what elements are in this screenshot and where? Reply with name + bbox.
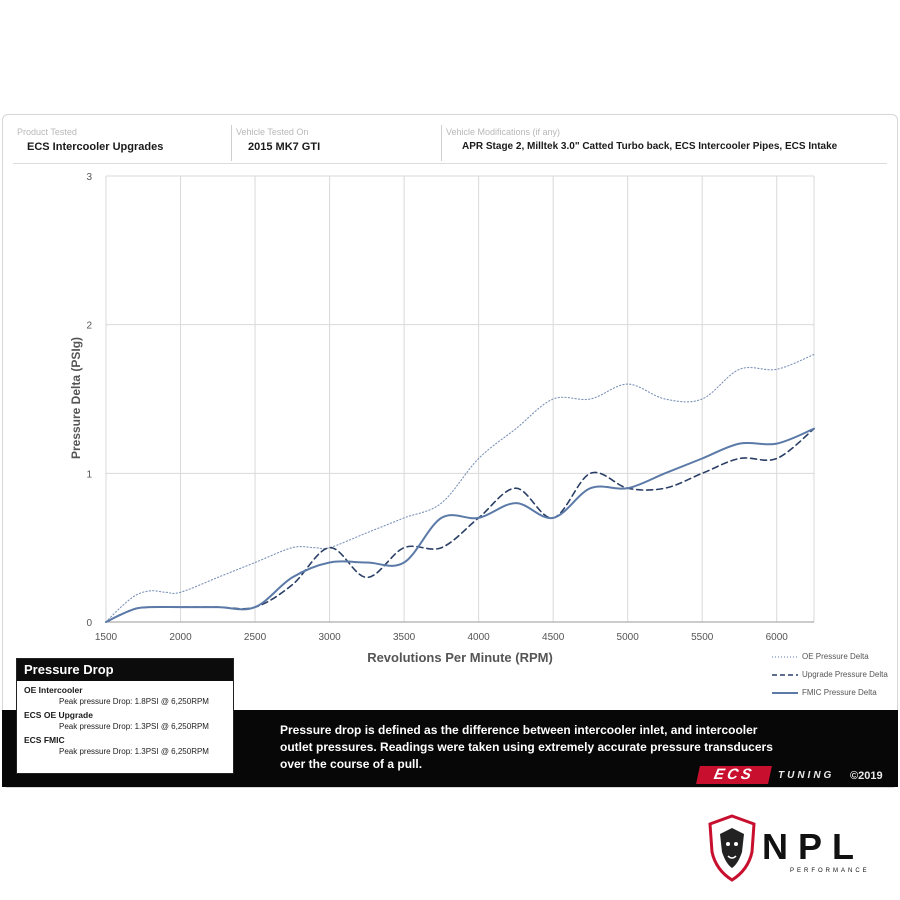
y-axis-label: Pressure Delta (PSIg) (69, 337, 83, 459)
product-caption: Product Tested (17, 127, 77, 137)
modifications-caption: Vehicle Modifications (if any) (446, 127, 561, 137)
summary-upgrade-detail: Peak pressure Drop: 1.3PSI @ 6,250RPM (59, 722, 209, 731)
modifications-value: APR Stage 2, Milltek 3.0" Catted Turbo b… (462, 141, 838, 152)
legend-swatch-fmic (772, 692, 798, 694)
legend-item-fmic: FMIC Pressure Delta (772, 686, 892, 702)
summary-oe-name: OE Intercooler (24, 685, 83, 695)
legend-swatch-upgrade (772, 674, 798, 676)
y-tick-label: 2 (86, 321, 92, 332)
ecs-tuning-brand: ECS TUNING ©2019 (696, 764, 898, 786)
legend-item-oe: OE Pressure Delta (772, 650, 892, 666)
npl-performance-logo: NPL PERFORMANCE (704, 812, 884, 888)
summary-upgrade-name: ECS OE Upgrade (24, 710, 93, 720)
x-tick-label: 1500 (95, 632, 118, 643)
summary-fmic-name: ECS FMIC (24, 735, 65, 745)
legend-swatch-oe (772, 656, 798, 658)
npl-wordmark: NPL (762, 826, 864, 867)
copyright: ©2019 (850, 770, 883, 782)
vehicle-cell: Vehicle Tested On 2015 MK7 GTI (231, 125, 442, 161)
series-oe-pressure-delta (105, 353, 815, 623)
chart-legend: OE Pressure Delta Upgrade Pressure Delta… (772, 650, 892, 704)
x-axis-label: Revolutions Per Minute (RPM) (367, 650, 553, 665)
x-tick-label: 2000 (169, 632, 192, 643)
series-fmic-pressure-delta (105, 427, 815, 623)
x-tick-label: 5000 (617, 632, 640, 643)
summary-fmic-detail: Peak pressure Drop: 1.3PSI @ 6,250RPM (59, 747, 209, 756)
pressure-drop-title: Pressure Drop (17, 659, 233, 681)
legend-label-oe: OE Pressure Delta (802, 652, 869, 661)
legend-label-fmic: FMIC Pressure Delta (802, 688, 877, 697)
x-tick-label: 5500 (691, 632, 714, 643)
product-value: ECS Intercooler Upgrades (27, 141, 164, 153)
npl-subtitle: PERFORMANCE (790, 868, 870, 874)
y-tick-label: 0 (86, 618, 92, 629)
chart-series (105, 353, 815, 623)
chart-grid (105, 175, 815, 623)
x-tick-label: 2500 (244, 632, 267, 643)
x-tick-label: 3500 (393, 632, 416, 643)
x-tick-label: 3000 (318, 632, 341, 643)
vehicle-caption: Vehicle Tested On (236, 127, 309, 137)
modifications-cell: Vehicle Modifications (if any) APR Stage… (441, 125, 888, 161)
series-upgrade-pressure-delta (105, 427, 815, 623)
tuning-wordmark: TUNING (778, 770, 835, 781)
pressure-drop-summary: Pressure Drop OE Intercooler Peak pressu… (16, 658, 234, 774)
product-cell: Product Tested ECS Intercooler Upgrades (13, 125, 231, 161)
legend-label-upgrade: Upgrade Pressure Delta (802, 670, 888, 679)
x-tick-label: 6000 (766, 632, 789, 643)
vehicle-value: 2015 MK7 GTI (248, 141, 321, 153)
pressure-drop-definition: Pressure drop is defined as the differen… (280, 723, 773, 771)
y-tick-label: 1 (86, 469, 92, 480)
lion-shield-icon (708, 814, 756, 882)
chart-ticks: 1500 2000 2500 3000 3500 4000 4500 5000 5500 6000… (86, 172, 788, 643)
x-tick-label: 4000 (468, 632, 491, 643)
legend-item-upgrade: Upgrade Pressure Delta (772, 668, 892, 684)
ecs-logo: ECS (696, 766, 772, 784)
test-info-header: Product Tested ECS Intercooler Upgrades … (13, 123, 887, 164)
x-tick-label: 4500 (542, 632, 565, 643)
y-tick-label: 3 (86, 172, 92, 183)
summary-oe-detail: Peak pressure Drop: 1.8PSI @ 6,250RPM (59, 697, 209, 706)
